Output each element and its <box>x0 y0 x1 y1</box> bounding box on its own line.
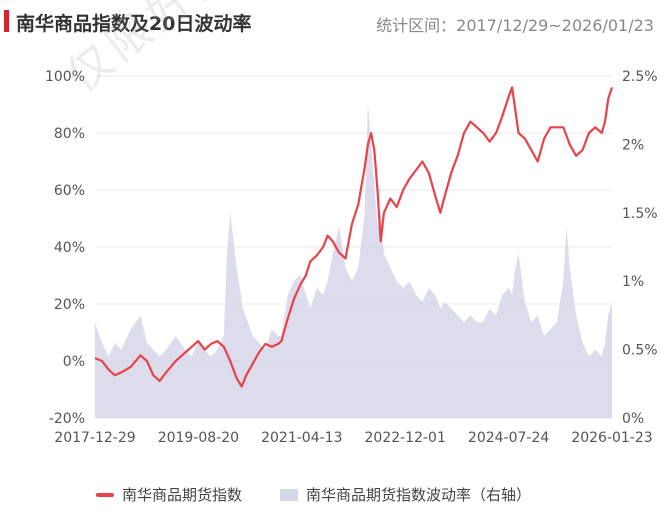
left-axis-tick-label: 40% <box>54 240 85 256</box>
chart-legend: 南华商品期货指数 南华商品期货指数波动率（右轴） <box>0 484 660 506</box>
date-range-label: 统计区间：2017/12/29~2026/01/23 <box>376 16 654 35</box>
legend-label-index: 南华商品期货指数 <box>122 486 243 504</box>
right-axis-tick-label: 1% <box>622 274 644 290</box>
x-axis-tick-label: 2021-04-13 <box>261 430 342 446</box>
title-accent-bar <box>4 10 9 32</box>
right-axis-tick-label: 1.5% <box>622 206 658 222</box>
left-axis-tick-label: 60% <box>54 183 85 199</box>
legend-label-volatility: 南华商品期货指数波动率（右轴） <box>306 486 532 504</box>
x-axis-tick-label: 2024-07-24 <box>468 430 549 446</box>
right-axis-tick-label: 0% <box>622 411 644 427</box>
legend-item-index: 南华商品期货指数 <box>96 484 242 505</box>
left-axis-tick-label: 0% <box>63 354 85 370</box>
legend-swatch-area <box>280 488 298 501</box>
legend-item-volatility: 南华商品期货指数波动率（右轴） <box>280 484 531 505</box>
legend-swatch-line <box>96 492 114 497</box>
left-axis-tick-label: 100% <box>45 69 85 85</box>
chart-title: 南华商品指数及20日波动率 <box>16 13 252 35</box>
index-line-series <box>94 86 614 388</box>
x-axis-tick-label: 2026-01-23 <box>571 430 652 446</box>
left-axis-tick-label: 80% <box>54 126 85 142</box>
right-axis-tick-label: 0.5% <box>622 343 658 359</box>
x-axis-tick-label: 2019-08-20 <box>158 430 239 446</box>
x-axis-tick-label: 2022-12-01 <box>365 430 446 446</box>
right-axis-tick-label: 2.5% <box>622 69 658 85</box>
right-axis-tick-label: 2% <box>622 137 644 153</box>
left-axis-tick-label: -20% <box>49 411 85 427</box>
volatility-area-series <box>95 103 612 419</box>
x-axis-tick-label: 2017-12-29 <box>54 430 135 446</box>
left-axis-tick-label: 20% <box>54 297 85 313</box>
